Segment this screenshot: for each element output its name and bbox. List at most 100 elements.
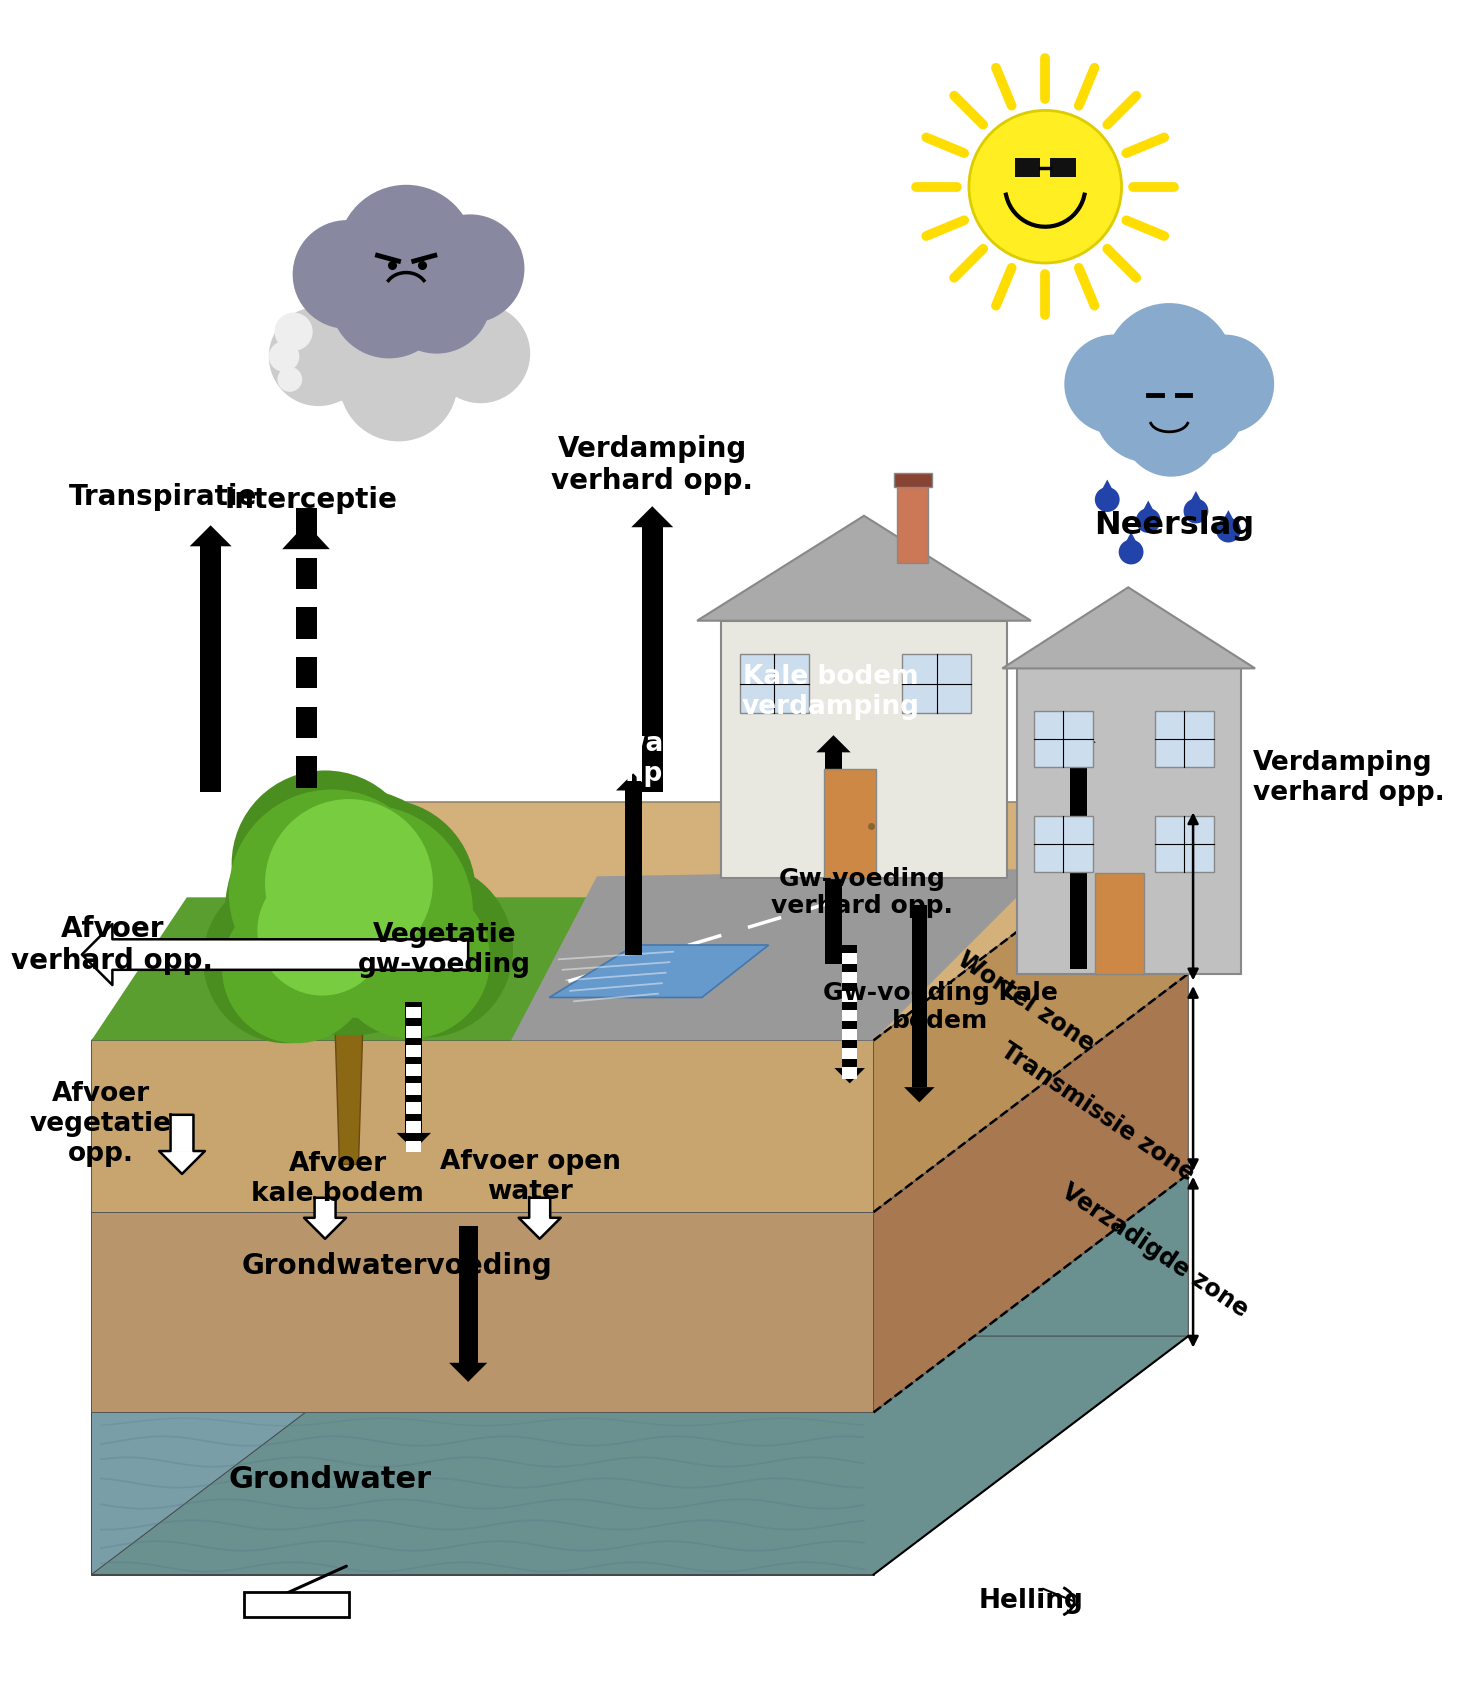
Text: Kale bodem
verdamping: Kale bodem verdamping bbox=[742, 663, 919, 721]
Circle shape bbox=[232, 771, 418, 958]
Polygon shape bbox=[550, 945, 769, 997]
Bar bbox=[406, 1007, 421, 1019]
Circle shape bbox=[222, 894, 371, 1044]
Text: Afvoer
verhard opp.: Afvoer verhard opp. bbox=[12, 914, 213, 975]
Polygon shape bbox=[631, 507, 674, 527]
Polygon shape bbox=[92, 802, 1188, 1041]
Polygon shape bbox=[449, 1362, 488, 1383]
Polygon shape bbox=[160, 1152, 205, 1174]
Circle shape bbox=[257, 866, 387, 995]
Bar bbox=[315, 1197, 336, 1218]
Circle shape bbox=[340, 323, 458, 441]
Bar bbox=[897, 482, 928, 564]
Circle shape bbox=[275, 313, 313, 350]
Circle shape bbox=[307, 280, 437, 409]
Circle shape bbox=[269, 342, 300, 372]
Polygon shape bbox=[873, 1174, 1188, 1575]
Circle shape bbox=[265, 800, 433, 967]
Bar bbox=[641, 527, 662, 793]
Polygon shape bbox=[282, 524, 330, 549]
Circle shape bbox=[361, 263, 498, 401]
Bar bbox=[1095, 874, 1144, 973]
Polygon shape bbox=[511, 869, 1045, 1041]
Bar bbox=[1154, 711, 1213, 766]
Bar bbox=[458, 1226, 477, 1362]
Bar bbox=[296, 657, 316, 689]
Bar bbox=[1015, 158, 1041, 177]
Text: Afvoer
kale bodem: Afvoer kale bodem bbox=[251, 1150, 424, 1207]
Polygon shape bbox=[92, 973, 1188, 1212]
Bar bbox=[296, 608, 316, 638]
Bar bbox=[296, 509, 316, 539]
Bar bbox=[405, 1002, 423, 1133]
Circle shape bbox=[970, 111, 1122, 263]
Polygon shape bbox=[1002, 588, 1255, 669]
Bar bbox=[842, 972, 857, 983]
Bar bbox=[842, 1047, 857, 1059]
Bar bbox=[842, 990, 857, 1002]
Bar bbox=[406, 1103, 421, 1113]
Bar bbox=[902, 653, 971, 714]
Bar bbox=[296, 557, 316, 589]
Polygon shape bbox=[304, 1218, 346, 1239]
Text: Grondwatervoeding: Grondwatervoeding bbox=[241, 1253, 551, 1280]
Polygon shape bbox=[905, 1088, 934, 1103]
Polygon shape bbox=[1122, 532, 1140, 549]
Polygon shape bbox=[334, 983, 364, 1164]
Polygon shape bbox=[396, 1133, 432, 1150]
Text: Gw-voeding
verhard opp.: Gw-voeding verhard opp. bbox=[772, 867, 953, 918]
Text: Afvoer
vegetatie
opp.: Afvoer vegetatie opp. bbox=[30, 1081, 171, 1167]
Circle shape bbox=[288, 800, 476, 987]
Circle shape bbox=[331, 881, 491, 1039]
Bar bbox=[1017, 669, 1240, 973]
Circle shape bbox=[1104, 303, 1234, 433]
Polygon shape bbox=[92, 898, 597, 1041]
Polygon shape bbox=[698, 515, 1032, 621]
Bar bbox=[1154, 817, 1213, 872]
Text: Neerslag: Neerslag bbox=[1094, 510, 1255, 541]
Circle shape bbox=[1184, 498, 1209, 524]
Bar bbox=[406, 1046, 421, 1056]
Text: Vegetatie
gw-voeding: Vegetatie gw-voeding bbox=[358, 921, 531, 978]
Bar bbox=[842, 945, 857, 1068]
Circle shape bbox=[1094, 354, 1203, 463]
Text: Gw-voeding kale
bodem: Gw-voeding kale bodem bbox=[823, 982, 1058, 1032]
Text: Verzadigde zone: Verzadigde zone bbox=[1057, 1179, 1253, 1322]
Polygon shape bbox=[92, 1335, 1188, 1575]
Bar bbox=[529, 1197, 550, 1218]
Bar bbox=[842, 1010, 857, 1021]
Bar bbox=[1033, 817, 1092, 872]
Bar bbox=[842, 1068, 857, 1078]
Circle shape bbox=[1064, 335, 1163, 434]
Bar bbox=[170, 1115, 194, 1152]
Polygon shape bbox=[835, 1068, 865, 1083]
Circle shape bbox=[225, 788, 473, 1036]
Polygon shape bbox=[81, 925, 112, 985]
Circle shape bbox=[383, 244, 491, 354]
Bar bbox=[200, 546, 222, 793]
Polygon shape bbox=[873, 802, 1188, 1212]
Bar bbox=[825, 753, 842, 965]
Bar bbox=[842, 1029, 857, 1041]
Polygon shape bbox=[519, 1218, 560, 1239]
Bar bbox=[296, 707, 316, 738]
Bar bbox=[406, 1026, 421, 1037]
Text: Interceptie: Interceptie bbox=[225, 485, 398, 514]
Polygon shape bbox=[1219, 510, 1237, 527]
Bar bbox=[823, 768, 876, 879]
Bar bbox=[406, 1083, 421, 1095]
Polygon shape bbox=[1061, 726, 1095, 743]
Text: Transmissie zone: Transmissie zone bbox=[996, 1037, 1199, 1186]
Bar bbox=[406, 1140, 421, 1152]
Circle shape bbox=[1216, 517, 1240, 542]
Circle shape bbox=[1137, 509, 1160, 532]
Text: Grondwater: Grondwater bbox=[228, 1465, 432, 1494]
Polygon shape bbox=[616, 773, 650, 790]
Circle shape bbox=[337, 862, 513, 1037]
Polygon shape bbox=[1098, 480, 1116, 495]
Circle shape bbox=[293, 221, 402, 328]
Circle shape bbox=[1175, 335, 1274, 434]
Text: Helling: Helling bbox=[978, 1588, 1083, 1615]
Polygon shape bbox=[1140, 500, 1157, 517]
Circle shape bbox=[1122, 377, 1221, 477]
